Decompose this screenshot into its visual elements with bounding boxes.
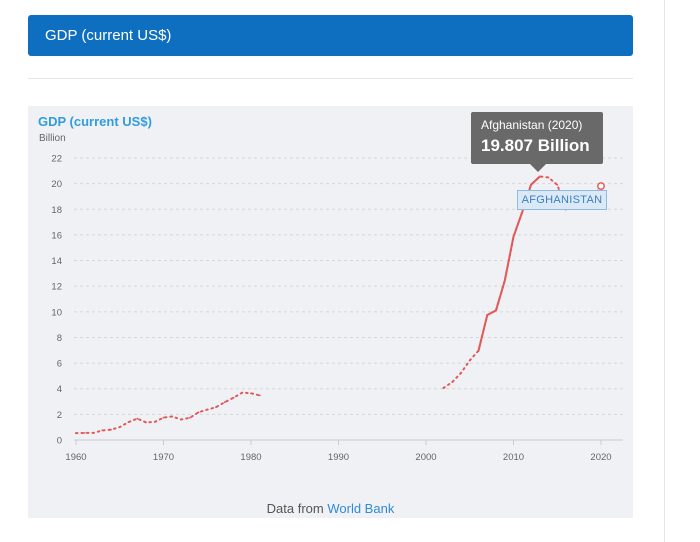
- data-point: [188, 416, 191, 419]
- gdp-line-chart[interactable]: 0 2 4 6 8 10 12 14 16 18 20 22 1960 1970 1980 1990 2000 2…: [28, 106, 633, 518]
- data-point: [197, 411, 200, 414]
- y-unit-label: Billion: [39, 133, 66, 144]
- y-tick-label: 14: [51, 256, 62, 267]
- data-point: [145, 421, 147, 424]
- data-point: [118, 426, 121, 428]
- y-tick-label: 2: [57, 410, 62, 421]
- series-line-solid: [477, 175, 541, 352]
- world-bank-link[interactable]: World Bank: [327, 501, 395, 516]
- data-point: [171, 415, 174, 418]
- value-tooltip: Afghanistan (2020) 19.807 Billion: [471, 112, 603, 172]
- data-point: [547, 176, 550, 179]
- chart-panel: 0 2 4 6 8 10 12 14 16 18 20 22 1960 1970 1980 1990 2000 2…: [28, 106, 633, 518]
- data-point: [477, 349, 480, 352]
- data-point: [460, 372, 462, 374]
- indicator-header[interactable]: GDP (current US$): [28, 15, 633, 56]
- data-point: [162, 416, 165, 419]
- data-point: [512, 235, 515, 238]
- indicator-title: GDP (current US$): [45, 27, 172, 44]
- x-tick-label: 1970: [153, 452, 174, 463]
- data-point: [468, 359, 471, 362]
- data-point: [153, 421, 156, 423]
- y-tick-label: 6: [57, 359, 62, 370]
- data-point: [486, 314, 489, 316]
- data-point: [223, 401, 226, 404]
- data-point: [258, 394, 261, 397]
- page-right-border: [664, 0, 665, 542]
- x-tick-label: 1980: [240, 452, 261, 463]
- series-line-segment: [75, 391, 261, 435]
- x-tick-label: 1990: [328, 452, 349, 463]
- x-tick-label: 2000: [415, 452, 436, 463]
- y-tick-label: 20: [51, 179, 62, 190]
- data-point: [556, 183, 559, 186]
- tooltip-value: 19.807 Billion: [481, 136, 590, 155]
- highlight-point: [597, 182, 605, 191]
- data-point: [503, 279, 506, 282]
- chart-title: GDP (current US$): [38, 114, 152, 129]
- data-point: [110, 428, 112, 431]
- data-point: [92, 432, 95, 434]
- data-point: [442, 387, 445, 389]
- data-point: [206, 408, 209, 411]
- x-tick-label: 2010: [503, 452, 524, 463]
- y-tick-label: 4: [57, 384, 62, 395]
- data-point: [215, 406, 217, 409]
- tooltip-pointer: [530, 164, 546, 172]
- x-tick-label: 2020: [590, 452, 611, 463]
- data-point: [101, 429, 104, 432]
- data-point: [451, 381, 454, 383]
- tooltip-country-year: Afghanistan (2020): [481, 118, 583, 132]
- data-point: [250, 392, 252, 395]
- data-point: [75, 432, 77, 434]
- data-point: [521, 210, 524, 213]
- x-tick-label: 1960: [65, 452, 86, 463]
- data-point: [180, 418, 182, 421]
- data-source: Data from World Bank: [28, 501, 633, 516]
- data-point: [83, 432, 86, 434]
- y-tick-label: 16: [51, 230, 62, 241]
- data-point: [232, 396, 235, 399]
- y-tick-label: 18: [51, 205, 62, 216]
- y-tick-label: 12: [51, 282, 62, 293]
- y-tick-label: 10: [51, 307, 62, 318]
- series-label-afghanistan[interactable]: AFGHANISTAN: [517, 190, 607, 210]
- y-tick-label: 8: [57, 333, 62, 344]
- data-point: [538, 175, 541, 178]
- data-point: [495, 309, 497, 312]
- data-point: [241, 391, 244, 394]
- data-point: [530, 183, 532, 186]
- y-tick-label: 22: [51, 154, 62, 165]
- data-point: [127, 421, 130, 423]
- source-prefix: Data from: [266, 501, 324, 516]
- data-point: [136, 417, 139, 420]
- y-tick-label: 0: [57, 436, 62, 447]
- section-divider: [28, 78, 633, 79]
